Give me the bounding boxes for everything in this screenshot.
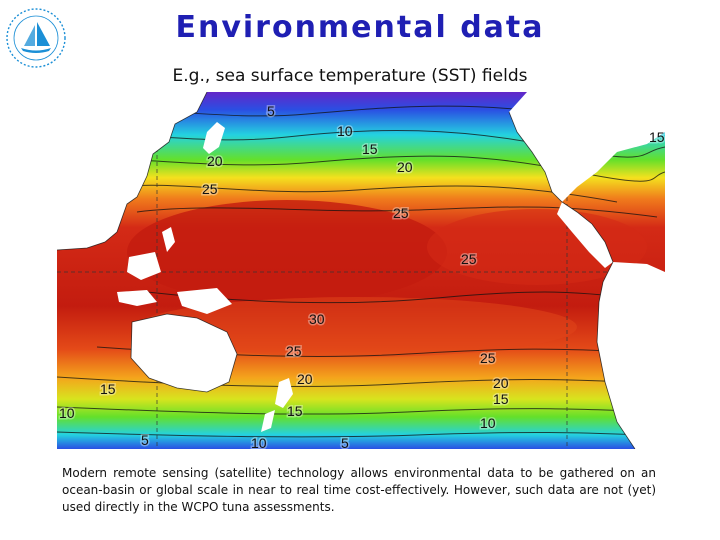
contour-label: 20 [297,371,313,387]
contour-label: 5 [141,432,149,448]
contour-label: 15 [362,141,378,157]
borneo-island [127,252,161,280]
contour-label: 25 [393,205,409,221]
contour-label: 15 [493,391,509,407]
contour-label: 20 [207,153,223,169]
south-america-landmass [597,262,665,449]
contour-label: 10 [251,435,267,449]
philippines-island [162,227,175,252]
spc-logo [6,8,66,68]
page-subtitle: E.g., sea surface temperature (SST) fiel… [172,66,528,86]
new-zealand-island [275,378,293,408]
sailboat-icon [37,22,50,46]
contour-label: 20 [397,159,413,175]
contour-label: 25 [461,251,477,267]
sst-map: 5 10 15 20 25 20 25 15 25 30 25 25 15 20… [57,92,665,449]
contour-label: 10 [480,415,496,431]
greenland-landmass [637,92,665,116]
asia-landmass [57,92,207,250]
land-masses [57,92,665,449]
contour-label: 30 [309,311,325,327]
contour-label: 5 [341,435,349,449]
contour-label: 20 [493,375,509,391]
new-zealand-south-island [261,410,275,432]
new-guinea-island [177,288,232,314]
page-title: Environmental data [175,10,545,45]
contour-label: 25 [202,181,218,197]
contour-label: 15 [287,403,303,419]
caption-text: Modern remote sensing (satellite) techno… [62,466,656,514]
north-america-landmass [509,92,665,202]
contour-label: 15 [100,381,116,397]
indonesia-island [117,290,157,306]
contour-labels: 5 10 15 20 25 20 25 15 25 30 25 25 15 20… [58,102,666,450]
contour-label: 10 [337,123,353,139]
contour-label: 25 [286,343,302,359]
japan-island [203,122,225,154]
contour-label: 25 [480,350,496,366]
central-america-landmass [557,202,613,268]
contour-label: 5 [267,103,275,119]
contour-label: 10 [59,405,75,421]
australia-landmass [131,314,237,392]
contour-label: 15 [649,129,665,145]
